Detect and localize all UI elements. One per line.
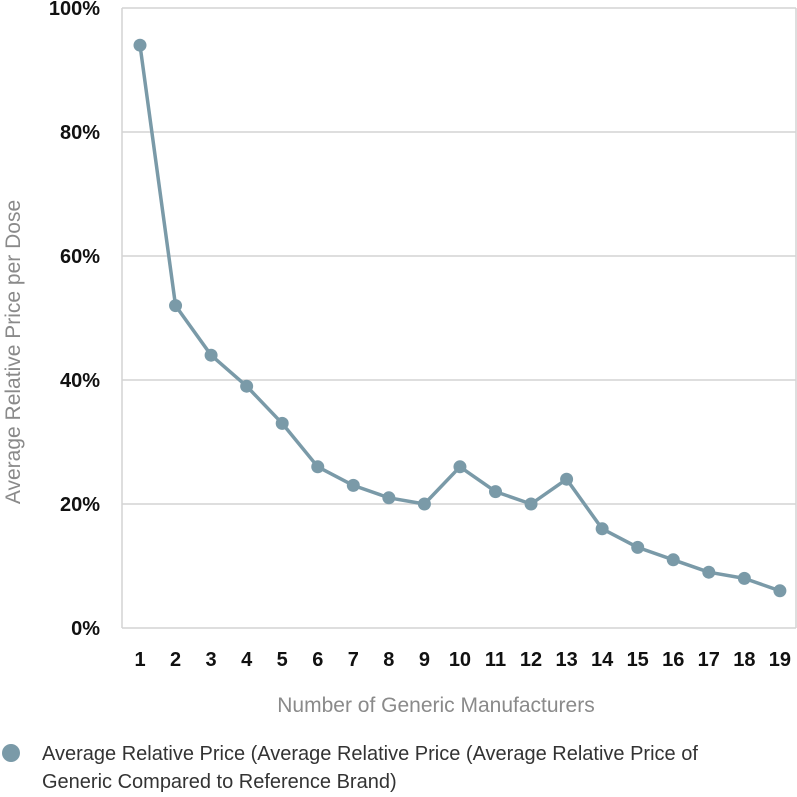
- x-axis-label: Number of Generic Manufacturers: [277, 694, 594, 717]
- data-point: [417, 497, 431, 511]
- x-tick-labels: 1 2 3 4 5 6 7 8 9 10 11 12 13 14 15 16 17 18 19: [134, 649, 791, 671]
- data-point: [737, 571, 751, 585]
- series-line: [138, 43, 782, 593]
- data-point: [169, 299, 183, 313]
- gridlines: [122, 7, 796, 505]
- legend-marker: [2, 744, 20, 762]
- data-points: [133, 38, 787, 598]
- y-axis-label: Average Relative Price per Dose: [2, 200, 25, 504]
- legend-entry-label: Average Relative Price (Average Relative…: [42, 743, 698, 793]
- y-tick-labels: 0% 20% 40% 60% 80% 100%: [49, 0, 100, 640]
- x-tick-label: 6: [312, 649, 323, 671]
- x-tick-label: 9: [419, 649, 430, 671]
- x-tick-label: 17: [698, 649, 720, 671]
- data-point: [489, 485, 502, 499]
- data-point: [240, 379, 254, 393]
- x-tick-label: 19: [769, 649, 791, 671]
- x-tick-label: 11: [485, 649, 506, 671]
- data-point: [524, 497, 538, 511]
- y-tick-label: 40%: [60, 370, 100, 392]
- x-tick-label: 14: [591, 649, 614, 671]
- x-tick-label: 7: [348, 649, 359, 671]
- data-point: [773, 584, 787, 598]
- axes: [121, 8, 797, 629]
- data-point: [702, 565, 716, 579]
- data-point: [133, 38, 147, 52]
- data-point: [382, 491, 396, 505]
- data-point: [346, 478, 360, 492]
- y-tick-label: 60%: [60, 246, 100, 268]
- x-tick-label: 16: [662, 649, 684, 671]
- x-tick-label: 4: [241, 649, 253, 671]
- data-point: [275, 416, 289, 430]
- data-point: [560, 472, 574, 486]
- x-tick-label: 8: [383, 649, 394, 671]
- x-tick-label: 18: [733, 649, 755, 671]
- x-tick-label: 15: [627, 649, 649, 671]
- data-point: [453, 460, 467, 474]
- x-tick-label: 2: [170, 649, 181, 671]
- y-tick-label: 20%: [60, 494, 100, 516]
- x-tick-label: 13: [555, 649, 577, 671]
- y-tick-label: 80%: [60, 122, 100, 144]
- legend: Average Relative Price (Average Relative…: [0, 738, 797, 797]
- data-point: [666, 553, 680, 567]
- y-tick-label: 100%: [49, 0, 100, 20]
- x-tick-label: 5: [277, 649, 288, 671]
- x-tick-label: 3: [206, 649, 217, 671]
- data-point: [311, 460, 325, 474]
- data-point: [631, 540, 645, 554]
- series-line-group: [138, 43, 782, 593]
- y-tick-label: 0%: [71, 618, 100, 640]
- x-tick-label: 10: [449, 649, 471, 671]
- x-tick-label: 1: [134, 649, 145, 671]
- data-point: [595, 522, 609, 536]
- x-tick-label: 12: [520, 649, 542, 671]
- data-point: [204, 348, 218, 362]
